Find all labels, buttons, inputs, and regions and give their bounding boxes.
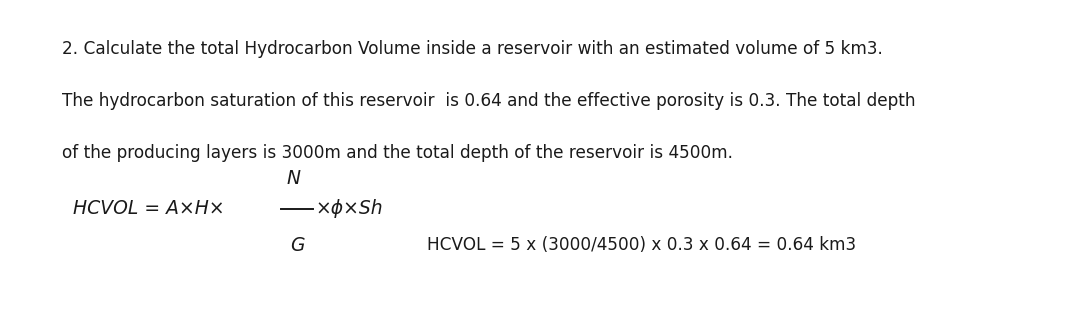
Text: 2. Calculate the total Hydrocarbon Volume inside a reservoir with an estimated v: 2. Calculate the total Hydrocarbon Volum… [62,40,882,58]
Text: HCVOL = 5 x (3000/4500) x 0.3 x 0.64 = 0.64 km3: HCVOL = 5 x (3000/4500) x 0.3 x 0.64 = 0… [427,236,855,255]
Text: HCVOL = A×H×: HCVOL = A×H× [73,199,225,218]
Text: N: N [287,169,300,188]
Text: ×ϕ×Sh: ×ϕ×Sh [315,199,383,218]
Text: of the producing layers is 3000m and the total depth of the reservoir is 4500m.: of the producing layers is 3000m and the… [62,144,732,162]
Text: G: G [289,236,305,255]
Text: The hydrocarbon saturation of this reservoir  is 0.64 and the effective porosity: The hydrocarbon saturation of this reser… [62,92,915,110]
